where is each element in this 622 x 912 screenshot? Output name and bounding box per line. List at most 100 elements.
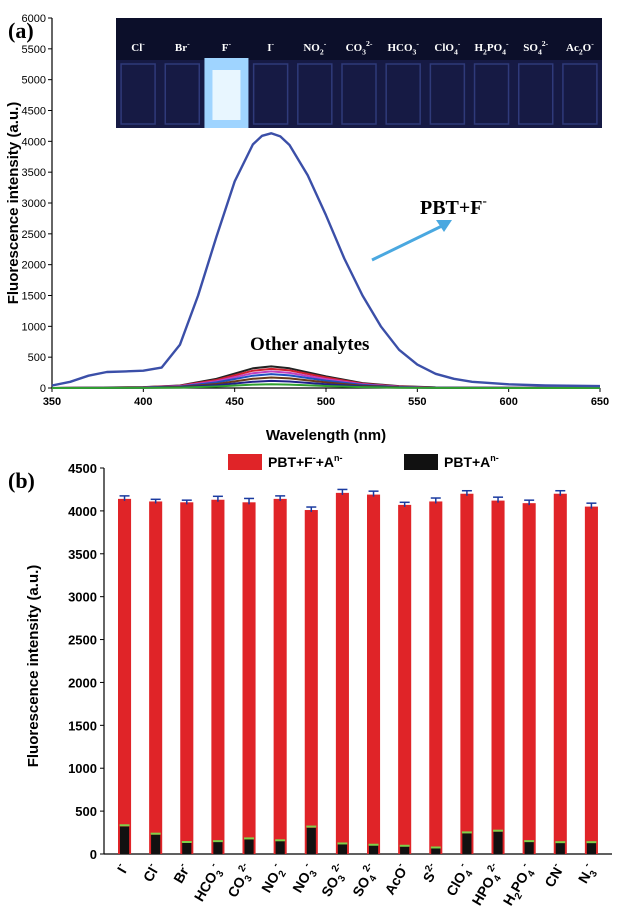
bar-pbt-an — [493, 831, 503, 854]
category-label-sub: 3 — [308, 868, 321, 879]
bar-pbt-an — [244, 839, 254, 854]
vial-label: F- — [222, 39, 232, 54]
bar-pbt-f-an — [367, 494, 381, 854]
category-label-sup: - — [519, 861, 530, 869]
category-label-sub: 4 — [367, 873, 380, 884]
category-label: HPO42- — [467, 861, 508, 910]
category-label: SO42- — [348, 861, 384, 902]
y-tick-label: 1500 — [68, 718, 97, 733]
x-tick-label: 350 — [43, 396, 61, 408]
vial-label: Br- — [175, 39, 190, 54]
y-tick-label: 0 — [90, 847, 97, 862]
category-label-sup: - — [581, 861, 592, 869]
vial-label: NO2- — [303, 39, 326, 56]
category-label: NO2- — [257, 861, 290, 897]
y-tick-label: 3000 — [22, 198, 46, 210]
bar-pbt-f-an — [211, 499, 225, 854]
vial-label: H2PO4- — [474, 39, 509, 56]
category-label-sup: - — [550, 861, 561, 869]
x-tick-label: 650 — [591, 396, 609, 408]
category-label: AcO- — [380, 861, 411, 897]
vial-label-base: Br — [175, 42, 187, 54]
annotation-pbt-f-sup: - — [483, 193, 487, 208]
bar-pbt-f-an — [149, 501, 163, 854]
y-tick-label: 5500 — [22, 44, 46, 56]
category-label: NO3- — [288, 861, 321, 897]
y-tick-label: 6000 — [22, 13, 46, 25]
legend-black-sup: n- — [490, 453, 499, 463]
y-tick-label: 3500 — [22, 167, 46, 179]
annotation-pbt-f: PBT+F- — [420, 193, 487, 219]
vial-label-sup: - — [142, 39, 145, 48]
category-label: Br- — [169, 861, 193, 886]
bar-pbt-f-an — [553, 493, 567, 854]
y-tick-label: 2500 — [22, 229, 46, 241]
photo-vial-band — [116, 60, 602, 128]
vial-label-sup: - — [458, 39, 461, 48]
y-tick-label: 500 — [75, 804, 97, 819]
legend-label-pbt-f-an: PBT+F-+An- — [268, 453, 343, 470]
y-tick-label: 4500 — [68, 461, 97, 476]
category-label-sup: - — [208, 861, 219, 869]
x-axis-label: Wavelength (nm) — [266, 427, 386, 444]
bar-pbt-an — [400, 846, 410, 854]
bar-pbt-an — [119, 826, 130, 854]
vial-label-base: NO — [303, 42, 320, 54]
vial-label-mid: O — [583, 42, 592, 54]
category-label-sup: - — [301, 861, 312, 869]
bar-pbt-f-an — [304, 510, 318, 854]
bar-pbt-an — [555, 842, 565, 854]
annotation-arrow — [371, 222, 447, 262]
x-tick-label: 500 — [317, 396, 335, 408]
vial-label-sup: 2- — [542, 39, 549, 48]
category-label: Cl- — [139, 861, 163, 885]
annotation-other-analytes: Other analytes — [250, 334, 369, 355]
legend-red-tail: +A — [316, 454, 334, 470]
vial-label-sup: - — [324, 39, 327, 48]
category-label: SO32- — [317, 861, 353, 902]
bar-pbt-f-an — [522, 503, 536, 854]
bar-pbt-an — [151, 834, 161, 854]
category-label-sup: 2- — [236, 861, 250, 874]
annotation-pbt-f-text: PBT+F — [420, 197, 483, 219]
vial-label-sub: 2 — [579, 47, 583, 56]
y-tick-label: 4000 — [22, 136, 46, 148]
category-label: N3- — [574, 861, 602, 888]
legend-red-name: PBT+F — [268, 454, 313, 470]
category-label-sub2: 4 — [526, 868, 539, 879]
y-tick-label: 500 — [28, 352, 46, 364]
category-label: HCO3- — [190, 861, 229, 906]
vial-label-base: Cl — [131, 42, 142, 54]
vial-label-base: CO — [346, 42, 363, 54]
bar-pbt-an — [213, 841, 223, 854]
inset-photo: Cl- Br- F- I- NO2- CO32- HCO3- ClO4- H2PO4- SO42-… — [116, 18, 602, 128]
x-tick-label: 400 — [134, 396, 152, 408]
vial-label: I- — [267, 39, 274, 54]
bar-pbt-f-an — [180, 502, 194, 854]
vial-label-base: HCO — [387, 42, 413, 54]
vial-label-sub2: 4 — [502, 47, 506, 56]
category-label-sub: 2 — [277, 868, 290, 879]
x-tick-label: 600 — [499, 396, 517, 408]
y-tick-label: 2500 — [68, 633, 97, 648]
vial — [341, 63, 377, 125]
category-label-base: I — [114, 864, 130, 875]
bar-pbt-f-an — [335, 492, 349, 854]
bar-pbt-an — [524, 841, 534, 854]
category-label-base: Br — [170, 864, 192, 886]
category-label-base: CN — [541, 864, 565, 890]
category-label-sup: - — [177, 861, 188, 869]
category-label-sub: 3 — [243, 873, 256, 884]
bar-pbt-f-an — [429, 501, 443, 854]
y-tick-label: 1000 — [68, 761, 97, 776]
category-label-sup: 2- — [330, 861, 344, 874]
bar-pbt-f-an — [398, 504, 412, 854]
vial-label-sub: 2 — [320, 47, 324, 56]
x-tick-label: 550 — [408, 396, 426, 408]
category-label-base: AcO — [381, 864, 409, 897]
y-tick-label: 1000 — [22, 321, 46, 333]
legend-red-tail-sup: n- — [334, 453, 343, 463]
category-label-sub: 4 — [463, 868, 476, 879]
annotation-arrowhead — [436, 220, 452, 232]
bar-pbt-an — [182, 842, 192, 854]
